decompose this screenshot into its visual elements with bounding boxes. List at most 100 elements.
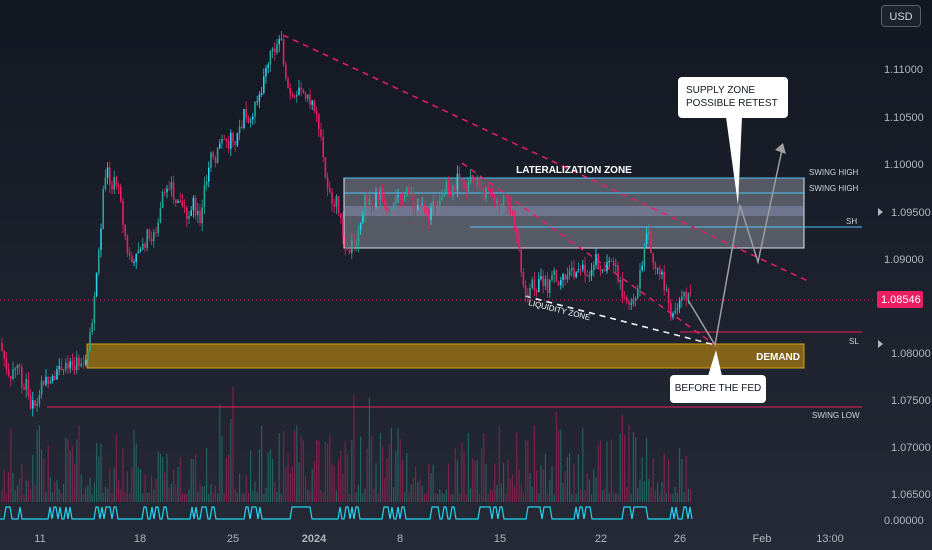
volume-bar [230, 419, 232, 502]
candle-body [280, 39, 283, 41]
volume-bar [8, 472, 10, 502]
volume-bar [641, 457, 643, 502]
demand-zone[interactable] [86, 343, 805, 369]
price-tick-5: 1.09000 [884, 254, 924, 266]
volume-bar [375, 463, 377, 502]
volume-bar [331, 463, 333, 502]
volume-bar [274, 482, 276, 502]
currency-selector[interactable]: USD [881, 5, 921, 27]
candle-body [478, 177, 481, 188]
candle-body [423, 204, 426, 208]
candle-body [670, 303, 672, 318]
volume-bar [3, 469, 5, 502]
candle-body [463, 181, 465, 187]
candle-body [652, 253, 654, 264]
candle-body [480, 187, 483, 190]
volume-bar [98, 456, 100, 502]
candle-body [256, 101, 258, 103]
projection-path[interactable] [687, 144, 784, 348]
candle-body [194, 197, 197, 216]
volume-bar [643, 481, 645, 502]
candle-body [379, 188, 382, 200]
candle-body [645, 233, 648, 245]
volume-bar [313, 460, 315, 502]
candle-body [586, 274, 588, 277]
volume-bar [1, 489, 3, 502]
volume-bar [586, 473, 588, 502]
inner-trendline[interactable] [461, 162, 716, 346]
candle-body [430, 208, 432, 221]
price-tick-4: 1.09500 [891, 207, 931, 219]
volume-bar [239, 473, 241, 502]
volume-bar [320, 490, 322, 502]
volume-bar [12, 472, 14, 502]
volume-bar [364, 487, 366, 502]
candle-body [355, 244, 357, 246]
candle-body [436, 205, 439, 209]
volume-bar [388, 444, 390, 502]
volume-bar [206, 448, 208, 502]
volume-bar [597, 444, 599, 502]
time-axis[interactable]: 11 18 25 2024 8 15 22 26 Feb 13:00 [34, 533, 843, 545]
candle-body [98, 249, 100, 273]
volume-bar [474, 460, 476, 502]
volume-bar [120, 489, 122, 502]
volume-bar [648, 478, 650, 502]
time-tick-7: 22 [595, 533, 607, 545]
volume-bar [344, 441, 346, 502]
candle-body [298, 87, 300, 95]
volume-bar [632, 432, 634, 502]
volume-bar [533, 425, 535, 502]
supply-zone-callout[interactable]: SUPPLY ZONE POSSIBLE RETEST [678, 77, 788, 118]
candle-body [227, 141, 230, 149]
volume-bar [610, 439, 612, 502]
volume-bar [540, 465, 542, 502]
before-fed-callout[interactable]: BEFORE THE FED [670, 375, 766, 403]
candle-body [401, 198, 404, 201]
candle-body [287, 78, 289, 89]
descending-trendline[interactable] [282, 34, 811, 283]
volume-bar [670, 493, 672, 502]
candle-body [291, 94, 294, 96]
candle-body [392, 203, 395, 210]
candle-body [648, 231, 650, 234]
candle-body [456, 173, 459, 191]
time-tick-6: 15 [494, 533, 506, 545]
candle-body [337, 196, 340, 214]
volume-bar [571, 493, 573, 502]
volume-bar [683, 492, 685, 502]
candle-body [131, 255, 133, 263]
candle-body [500, 204, 503, 206]
volume-bar [287, 452, 289, 502]
candle-body [258, 94, 261, 102]
volume-bar [184, 493, 186, 502]
candle-body [73, 365, 76, 371]
volume-bar [14, 490, 16, 502]
candle-body [32, 400, 34, 409]
volume-bar [665, 492, 667, 502]
volume-bar [542, 469, 544, 502]
candle-body [265, 67, 267, 77]
candle-body [47, 376, 49, 384]
volume-bar [637, 487, 639, 502]
volume-bar [118, 480, 120, 502]
candle-body [122, 201, 124, 225]
candle-body [137, 250, 140, 254]
candle-body [93, 296, 96, 324]
volume-bar [434, 493, 436, 502]
candle-body [399, 195, 401, 199]
candle-body [595, 253, 597, 265]
volume-bar [258, 449, 260, 502]
price-axis[interactable]: 1.11000 1.10500 1.10000 1.09500 1.09000 … [877, 64, 931, 527]
candle-body [612, 261, 615, 266]
candle-body [23, 387, 25, 390]
volume-bar [536, 469, 538, 502]
volume-bar [47, 445, 49, 502]
candle-body [505, 195, 507, 199]
candle-body [474, 176, 476, 181]
volume-bar [676, 492, 678, 502]
volume-bar [261, 425, 263, 502]
volume-bar [173, 469, 175, 502]
candle-body [65, 362, 67, 370]
